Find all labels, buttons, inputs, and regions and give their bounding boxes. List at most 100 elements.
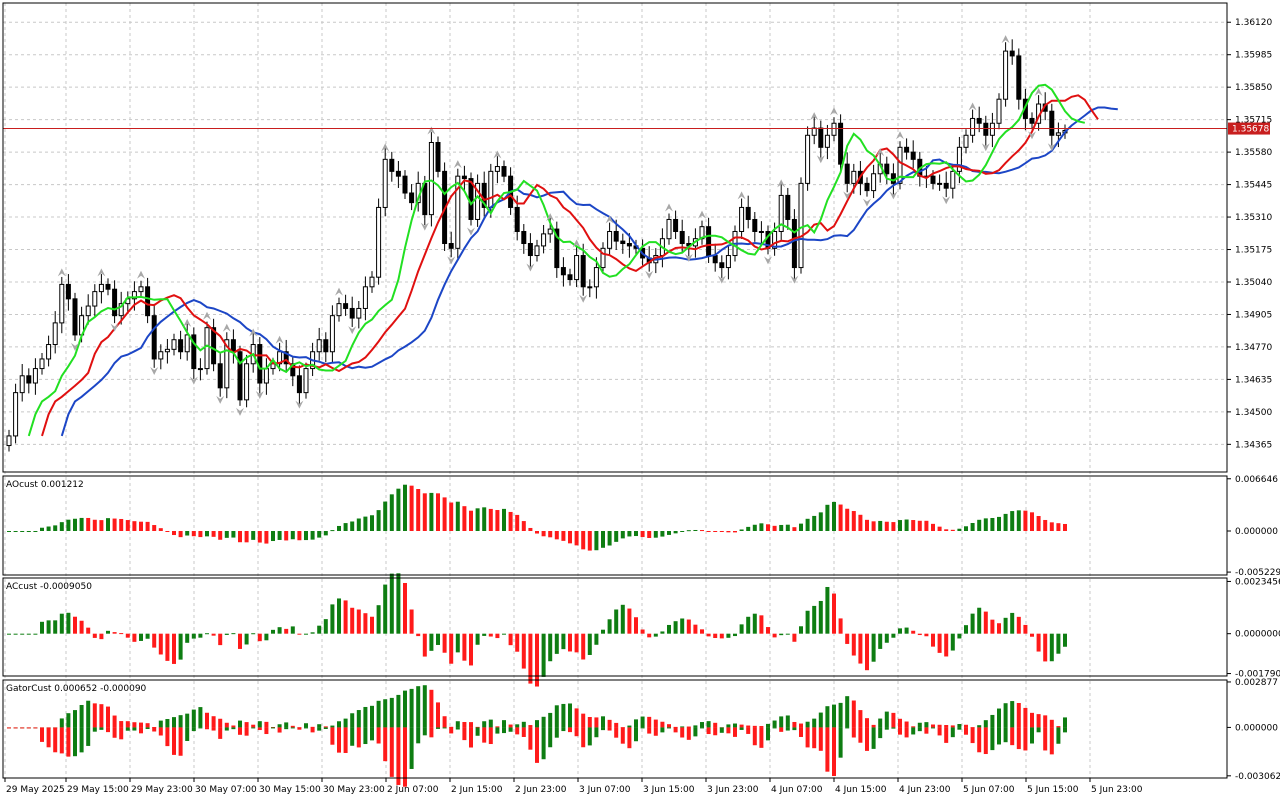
gator-upper-bar	[337, 721, 341, 728]
candle-body	[435, 141, 441, 172]
ao-panel[interactable]: AOcust 0.001212	[6, 480, 1067, 551]
candle-body	[976, 117, 982, 124]
gator-lower-bar	[178, 727, 183, 756]
gator-upper-bar	[785, 715, 790, 728]
candle-body	[871, 173, 877, 192]
ac-bar	[1043, 633, 1048, 662]
gator-upper-bar	[502, 720, 506, 728]
gator-lower-bar	[1023, 727, 1028, 751]
ac-bar	[323, 619, 328, 634]
gator-lower-bar	[614, 727, 619, 738]
gator-upper-bar	[92, 703, 97, 728]
fractal-down-icon	[981, 143, 990, 152]
gator-lower-bar	[686, 727, 691, 740]
ao-bar	[403, 484, 407, 531]
ao-bar	[719, 531, 724, 532]
candle-body	[725, 255, 731, 269]
gator-upper-bar	[680, 726, 685, 728]
ac-bar	[403, 582, 407, 634]
ac-bar	[191, 633, 196, 639]
gator-lower-bar	[297, 727, 302, 730]
ao-bar	[653, 531, 658, 538]
gator-upper-bar	[79, 704, 84, 728]
ao-bar	[970, 523, 975, 531]
ao-bar	[337, 525, 341, 531]
price-panel[interactable]	[3, 35, 1227, 452]
ao-bar	[746, 526, 751, 531]
time-tick-label: 3 Jun 23:00	[707, 785, 759, 795]
gator-upper-bar	[185, 713, 190, 728]
ac-bar	[1016, 616, 1021, 634]
gator-lower-bar	[482, 727, 487, 743]
gator-lower-bar	[587, 727, 592, 746]
candle-body	[996, 98, 1002, 124]
ac-bar	[779, 633, 784, 636]
candle-body	[32, 368, 38, 384]
ac-bar	[86, 627, 91, 634]
ac-bar	[343, 600, 348, 634]
ac-bar	[20, 633, 25, 635]
fractal-down-icon	[843, 191, 852, 200]
gator-lower-bar	[917, 727, 922, 732]
ao-bar	[119, 518, 124, 531]
ac-bar	[112, 632, 117, 634]
ao-bar	[442, 497, 447, 531]
candle-body	[382, 158, 388, 208]
gator-lower-bar	[772, 727, 777, 729]
ao-bar	[858, 514, 863, 531]
gator-lower-bar	[535, 727, 539, 763]
candle-body	[1029, 117, 1035, 124]
gator-upper-bar	[1010, 701, 1015, 728]
gator-lower-bar	[125, 727, 130, 731]
ao-bar	[304, 531, 308, 541]
gator-lower-bar	[218, 727, 223, 739]
gator-upper-bar	[119, 721, 124, 728]
gator-upper-bar	[482, 721, 487, 728]
gator-upper-bar	[799, 723, 803, 728]
ac-bar	[416, 633, 421, 637]
ao-bar	[178, 531, 183, 538]
ac-bar	[277, 627, 282, 634]
gator-panel[interactable]: GatorCust 0.000652 -0.000090	[6, 684, 1067, 787]
current-price-badge	[1228, 122, 1270, 135]
candle-body	[989, 122, 995, 136]
gator-lower-bar	[561, 727, 566, 732]
ac-bar	[330, 604, 335, 634]
ac-bar	[759, 615, 764, 634]
ac-bar	[502, 633, 506, 635]
fractal-down-icon	[295, 400, 304, 409]
ao-bar	[1063, 523, 1067, 531]
ac-bar	[73, 616, 77, 634]
ao-bar	[59, 522, 64, 531]
ac-panel[interactable]: ACcust -0.0009050	[6, 573, 1067, 687]
gator-upper-bar	[554, 705, 559, 728]
time-tick-label: 30 May 15:00	[259, 785, 321, 795]
candle-body	[943, 182, 949, 189]
gator-lower-bar	[238, 727, 242, 735]
ac-bar	[26, 633, 31, 635]
candle-body	[6, 435, 12, 447]
ac-bar	[878, 633, 883, 649]
candle-body	[593, 267, 599, 288]
ac-bar	[931, 633, 935, 647]
price-tick-label: 1.36120	[1235, 18, 1272, 28]
gator-lower-bar	[416, 727, 421, 744]
gator-lower-bar	[106, 727, 110, 733]
ao-bar	[370, 515, 374, 531]
ao-bar	[752, 524, 757, 531]
gator-lower-bar	[970, 727, 975, 744]
fractal-down-icon	[236, 407, 244, 416]
gator-lower-bar	[442, 727, 447, 729]
candle-body	[613, 230, 619, 242]
ao-bar	[957, 528, 962, 531]
gator-upper-bar	[205, 712, 209, 728]
gator-upper-bar	[924, 722, 929, 728]
candle-body	[745, 206, 751, 220]
candle-body	[171, 339, 177, 350]
gator-upper-bar	[990, 714, 995, 728]
fractal-down-icon	[717, 275, 726, 284]
fractal-down-icon	[790, 275, 799, 284]
ao-bar	[13, 531, 18, 532]
candle-body	[98, 283, 104, 293]
